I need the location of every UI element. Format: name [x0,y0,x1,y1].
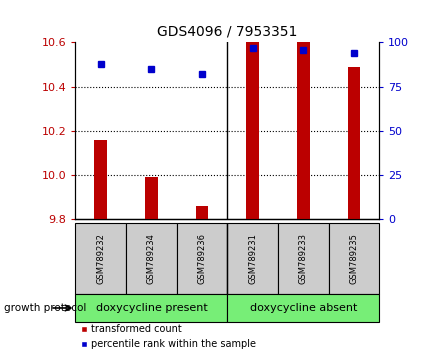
Bar [195,206,208,219]
Bar [347,67,359,219]
Bar [126,223,176,294]
Bar [75,294,227,322]
Text: GSM789236: GSM789236 [197,233,206,284]
Bar [75,223,126,294]
Bar [94,140,107,219]
Text: GSM789234: GSM789234 [147,233,156,284]
Bar [145,177,157,219]
Bar [328,223,378,294]
Title: GDS4096 / 7953351: GDS4096 / 7953351 [157,24,297,39]
Text: GSM789235: GSM789235 [349,233,358,284]
Legend: transformed count, percentile rank within the sample: transformed count, percentile rank withi… [80,324,255,349]
Bar [277,223,328,294]
Text: growth protocol: growth protocol [4,303,86,313]
Text: GSM789232: GSM789232 [96,233,105,284]
Text: doxycycline present: doxycycline present [95,303,207,313]
Bar [246,42,258,219]
Text: GSM789231: GSM789231 [248,233,257,284]
Text: GSM789233: GSM789233 [298,233,307,284]
Bar [296,42,309,219]
Text: doxycycline absent: doxycycline absent [249,303,356,313]
Bar [176,223,227,294]
Bar [227,223,277,294]
Bar [227,294,378,322]
